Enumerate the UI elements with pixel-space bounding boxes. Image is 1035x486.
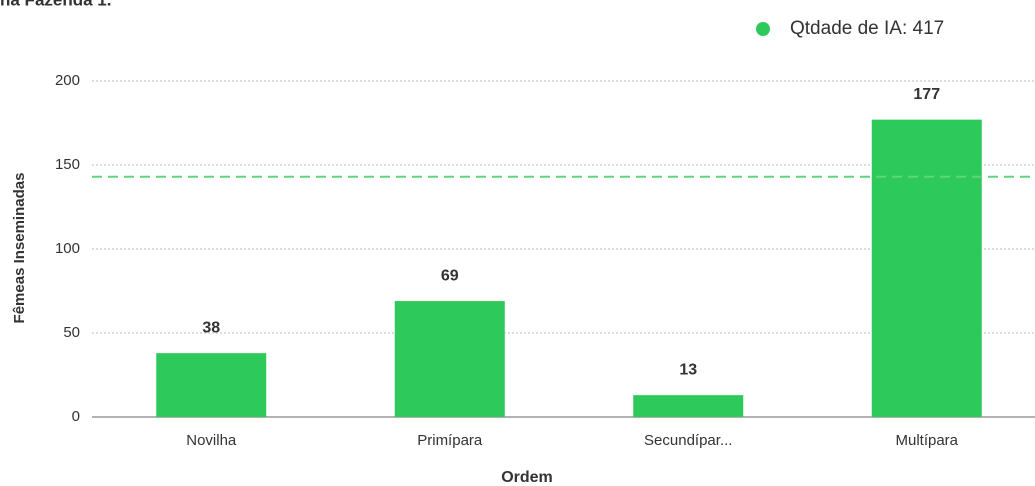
bar	[871, 119, 982, 417]
legend-label: Qtdade de IA: 417	[790, 18, 944, 39]
x-tick-label: Novilha	[186, 432, 237, 449]
data-label: 38	[202, 319, 220, 336]
bar	[394, 301, 505, 417]
x-tick-label: Multípara	[895, 432, 958, 449]
y-tick-label: 0	[72, 408, 80, 425]
y-axis-title: Fêmeas Inseminadas	[11, 173, 28, 324]
legend-marker	[756, 22, 770, 36]
y-tick-label: 150	[55, 156, 80, 173]
x-tick-label: Primípara	[417, 432, 483, 449]
bar	[633, 395, 744, 417]
data-label: 69	[441, 267, 459, 284]
data-label: 177	[913, 86, 940, 103]
y-tick-label: 200	[55, 72, 80, 89]
data-label: 13	[679, 361, 697, 378]
y-tick-label: 50	[63, 324, 80, 341]
y-tick-label: 100	[55, 240, 80, 257]
x-tick-label: Secundípar...	[644, 432, 732, 449]
bar	[156, 353, 267, 417]
chart-title: na Fazenda 1.	[0, 0, 111, 9]
x-axis-title: Ordem	[501, 469, 553, 486]
